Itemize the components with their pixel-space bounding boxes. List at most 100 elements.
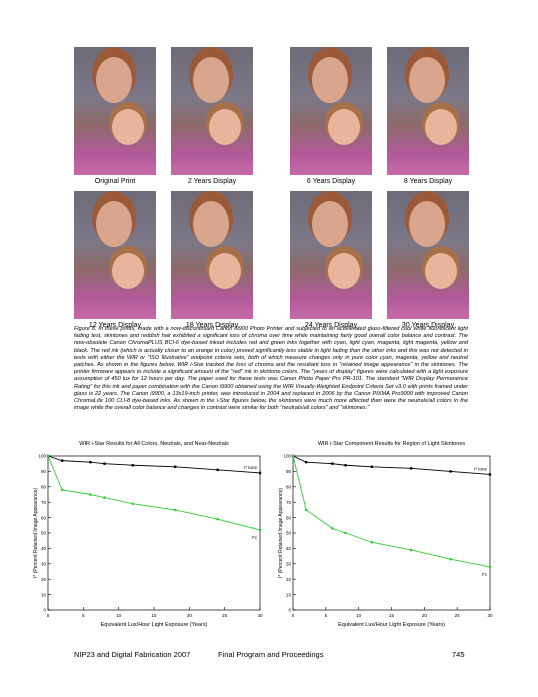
y-tick-label: 80 <box>286 485 292 490</box>
figure-shape <box>425 253 457 289</box>
y-tick-label: 80 <box>41 485 47 490</box>
x-tick-label: 30 <box>487 613 493 618</box>
series-line <box>292 455 491 475</box>
x-tick-label: 25 <box>455 613 461 618</box>
y-tick-label: 30 <box>286 562 292 567</box>
y-tick-label: 50 <box>41 531 47 536</box>
figure-shape <box>209 109 241 145</box>
x-tick-label: 15 <box>389 613 395 618</box>
y-tick-label: 100 <box>38 454 46 459</box>
figure-shape <box>112 253 144 289</box>
y-tick-label: 10 <box>286 592 292 597</box>
data-point <box>331 462 334 465</box>
data-point <box>331 527 334 530</box>
figure-shape <box>193 201 229 247</box>
data-point <box>410 467 413 470</box>
data-point <box>370 465 373 468</box>
data-point <box>409 548 413 552</box>
data-point <box>216 517 219 521</box>
data-point <box>304 460 308 464</box>
x-tick-label: 5 <box>325 613 328 618</box>
y-tick-label: 100 <box>283 454 291 459</box>
y-tick-label: 60 <box>286 515 292 520</box>
y-tick-label: 90 <box>41 469 47 474</box>
photo-caption: 18 Years Display <box>185 322 239 329</box>
data-point <box>131 502 135 506</box>
y-tick-label: 90 <box>286 469 292 474</box>
figure-shape <box>425 109 457 145</box>
photo-caption: 6 Years Display <box>306 178 356 185</box>
page-number: 745 <box>452 650 465 659</box>
figure-shape <box>209 253 241 289</box>
plot-frame <box>292 455 491 611</box>
photo-caption: 30 Years Display <box>401 322 455 329</box>
data-point <box>488 565 492 569</box>
photo <box>171 47 253 175</box>
data-point <box>89 493 92 496</box>
data-point <box>89 460 92 464</box>
data-point <box>449 470 452 473</box>
data-point <box>258 528 262 532</box>
footer-center: Final Program and Proceedings <box>218 650 324 659</box>
y-tick-label: 40 <box>286 546 292 551</box>
chart: WIR i-Star Results for All Colors, Neutr… <box>33 441 263 628</box>
series-label: I*c <box>252 535 258 540</box>
figure-shape <box>328 109 360 145</box>
photo <box>171 191 253 319</box>
series-line <box>47 455 261 474</box>
figure-shape <box>112 109 144 145</box>
y-tick-label: 20 <box>41 577 47 582</box>
x-tick-label: 10 <box>356 613 362 618</box>
data-point <box>488 473 492 476</box>
chart-title: WIR i-Star Results for All Colors, Neutr… <box>79 441 229 447</box>
data-point <box>216 468 219 472</box>
x-tick-label: 25 <box>222 613 228 618</box>
data-point <box>46 454 50 458</box>
y-tick-label: 20 <box>286 577 292 582</box>
figure-shape <box>193 57 229 103</box>
y-tick-label: 50 <box>286 531 292 536</box>
y-axis-label: I* (Percent Retained Image Appearance) <box>33 488 39 578</box>
data-point <box>60 488 64 492</box>
x-tick-label: 15 <box>151 613 157 618</box>
photo <box>74 47 156 175</box>
x-tick-label: 20 <box>422 613 428 618</box>
data-point <box>291 454 295 458</box>
series-line <box>47 455 261 531</box>
data-point <box>258 471 262 475</box>
series-label: I* tone <box>244 465 258 470</box>
data-point <box>173 508 177 512</box>
figure-shape <box>312 57 348 103</box>
photo-caption: 12 Years Display <box>88 322 142 329</box>
plot-frame <box>47 455 261 611</box>
photo <box>387 191 469 319</box>
y-tick-label: 0 <box>288 608 291 613</box>
figure-shape <box>409 201 445 247</box>
x-tick-label: 0 <box>292 613 295 618</box>
data-point <box>304 508 308 512</box>
photo-caption: 24 Years Display <box>304 322 358 329</box>
x-tick-label: 10 <box>116 613 122 618</box>
y-axis-label: I* (Percent Retained Image Appearance) <box>278 488 284 578</box>
data-point <box>344 531 347 535</box>
figure-caption: Figure 8. In these prints, made with a n… <box>74 326 468 412</box>
photo <box>74 191 156 319</box>
data-point <box>131 464 134 467</box>
photo <box>387 47 469 175</box>
photo <box>290 191 372 319</box>
y-tick-label: 30 <box>41 562 47 567</box>
photo <box>290 47 372 175</box>
figure-shape <box>409 57 445 103</box>
data-point <box>449 557 452 561</box>
figure-shape <box>96 201 132 247</box>
photo-caption: Original Print <box>94 178 136 185</box>
y-tick-label: 60 <box>41 515 47 520</box>
x-tick-label: 20 <box>187 613 193 618</box>
footer-left: NIP23 and Digital Fabrication 2007 <box>74 650 191 659</box>
x-tick-label: 5 <box>82 613 85 618</box>
x-axis-label: Equivalent Lux/Hour Light Exposure (Year… <box>338 622 445 628</box>
chart-title: WIR i-Star Component Results for Region … <box>318 441 466 447</box>
x-axis-label: Equivalent Lux/Hour Light Exposure (Year… <box>101 622 208 628</box>
photo-caption: 2 Years Display <box>187 178 237 185</box>
